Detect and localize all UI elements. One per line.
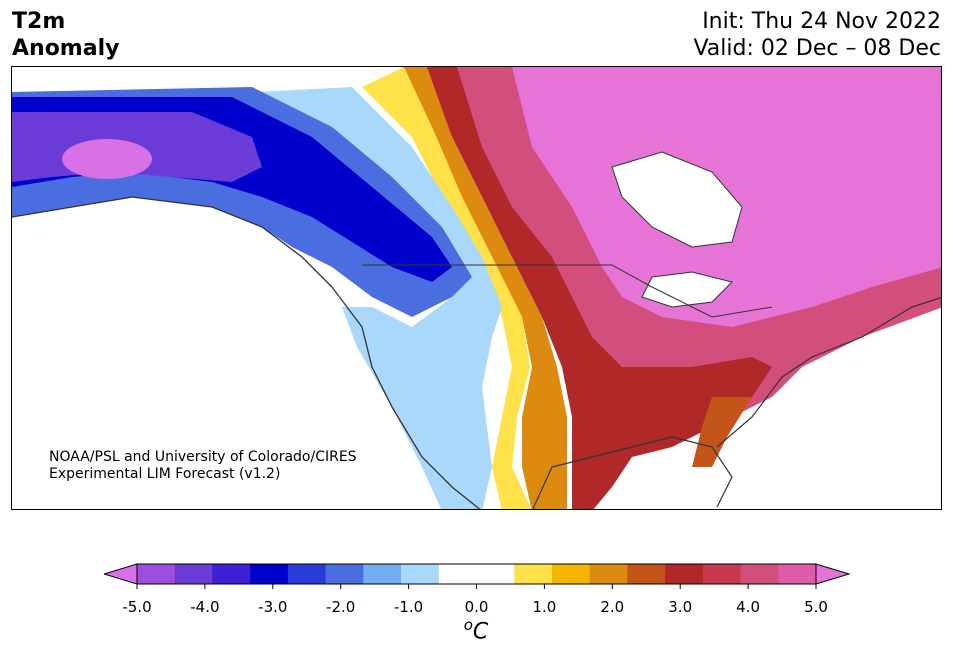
colorbar-tick-label: -3.0 [258,598,288,616]
colorbar [104,563,851,589]
colorbar-tick-label: -2.0 [326,598,356,616]
east-coast [716,297,941,448]
colorbar-cell [438,564,477,584]
colorbar-tick-label: 5.0 [804,598,828,616]
hudson-bay [611,151,743,248]
forecast-dates: Init: Thu 24 Nov 2022 Valid: 02 Dec – 08… [693,8,941,62]
warm-anomaly-orange [402,67,567,509]
anomaly-map [11,66,942,510]
warm-anomaly-yellow [362,67,532,509]
great-lakes [641,271,733,308]
colorbar-tick-label: -1.0 [393,598,424,616]
colorbar-cell [627,564,666,584]
coastline [12,196,481,509]
unit-letter: C [472,619,489,645]
colorbar-tick-label: -5.0 [122,598,152,616]
cold-anomaly-lightblue [257,87,502,509]
valid-range: Valid: 02 Dec – 08 Dec [693,36,941,61]
colorbar-unit: oC [464,616,489,644]
colorbar-right-extension [815,563,851,585]
colorbar-ticks [136,584,817,589]
title-variable: T2m [12,9,66,34]
warm-anomaly-darkorange [692,397,752,467]
colorbar-cell [287,564,327,584]
credit-line-2: Experimental LIM Forecast (v1.2) [49,466,281,482]
colorbar-cell [250,564,289,584]
colorbar-cell [778,564,817,584]
colorbar-cell [551,564,591,584]
colorbar-tick-label: 1.0 [532,598,557,616]
credit-line-1: NOAA/PSL and University of Colorado/CIRE… [49,449,357,465]
data-credit: NOAA/PSL and University of Colorado/CIRE… [49,449,357,483]
colorbar-cell [702,564,742,584]
colorbar-cell [325,564,364,584]
colorbar-tick-label: 3.0 [668,598,693,616]
colorbar-cell [514,564,553,584]
colorbar-cell [665,564,704,584]
cold-anomaly-core [62,139,152,179]
gulf-coast [532,436,733,509]
colorbar-cell [363,564,402,584]
colorbar-cell [476,564,515,584]
colorbar-tick-label: 4.0 [736,598,761,616]
colorbar-cell [212,564,251,584]
colorbar-cell [589,564,628,584]
colorbar-left-extension [104,563,138,585]
map-title: T2m Anomaly [12,8,119,62]
title-type: Anomaly [12,36,120,61]
colorbar-tick-label: -4.0 [190,598,220,616]
colorbar-cells [137,564,817,584]
colorbar-cell [740,564,779,584]
unit-degree: o [463,616,473,634]
colorbar-tick-label: 2.0 [600,598,625,616]
warm-anomaly-red [422,67,772,509]
map-graphic [12,67,941,509]
colorbar-cell [401,564,440,584]
colorbar-tick-label: 0.0 [464,598,489,616]
us-canada-border [362,264,773,318]
colorbar-cell [174,564,213,584]
init-date: Init: Thu 24 Nov 2022 [702,9,941,34]
colorbar-cell [137,564,176,584]
